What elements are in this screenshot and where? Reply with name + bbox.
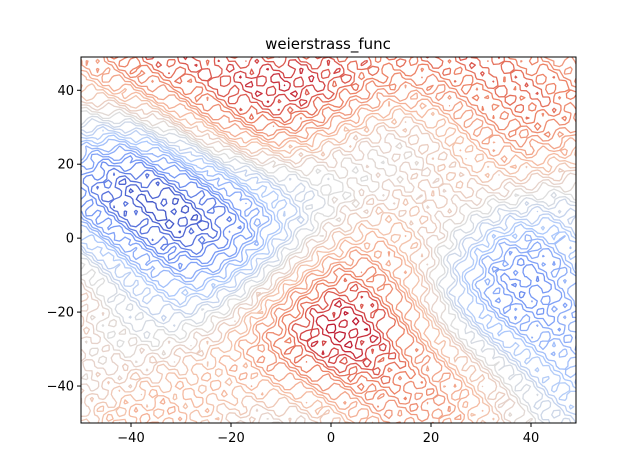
x-axis: −40 −20 0 20 40 [117, 423, 539, 446]
contour-level [82, 161, 540, 303]
contour-level [141, 57, 557, 385]
y-tick-label: 20 [57, 158, 74, 173]
chart-title: weierstrass_func [265, 35, 391, 54]
contour-level [81, 106, 576, 423]
contour-level [90, 167, 233, 255]
y-tick-label: 40 [57, 84, 74, 99]
contour-level [85, 57, 576, 423]
contour-level [182, 57, 387, 368]
contour-level [81, 134, 576, 390]
contour-level [81, 118, 576, 423]
plot-area [81, 57, 576, 423]
contour-level [81, 125, 576, 416]
contour-level [283, 84, 369, 349]
contour-level [81, 143, 576, 357]
y-tick-label: −40 [47, 380, 74, 395]
contour-level [81, 99, 576, 423]
y-axis: −40 −20 0 20 40 [47, 84, 81, 395]
contour-level [128, 188, 199, 234]
x-tick-label: 0 [327, 431, 335, 446]
contour-level [81, 129, 576, 410]
contour-level [81, 58, 576, 423]
contour-level [81, 110, 576, 423]
contour-level [109, 57, 576, 401]
y-tick-label: −20 [47, 306, 74, 321]
contour-level [144, 57, 539, 376]
x-tick-label: −40 [117, 431, 144, 446]
contour-level [81, 115, 576, 423]
x-tick-label: 20 [423, 431, 440, 446]
contour-level [81, 102, 576, 423]
contour-level [81, 91, 576, 423]
x-tick-label: 40 [523, 431, 540, 446]
contour-level [81, 152, 568, 332]
watermark: 知乎 @小鱼的大郭子 [479, 443, 628, 462]
y-tick-label: 0 [66, 232, 74, 247]
contour-level [106, 57, 576, 412]
contour-lines [81, 57, 576, 423]
plot-frame [80, 56, 577, 424]
contour-level [238, 67, 379, 359]
contour-level [81, 83, 576, 423]
contour-level [81, 72, 576, 423]
contour-level [96, 172, 219, 248]
contour-level [81, 123, 576, 423]
contour-level [113, 178, 210, 239]
x-tick-label: −20 [217, 431, 244, 446]
